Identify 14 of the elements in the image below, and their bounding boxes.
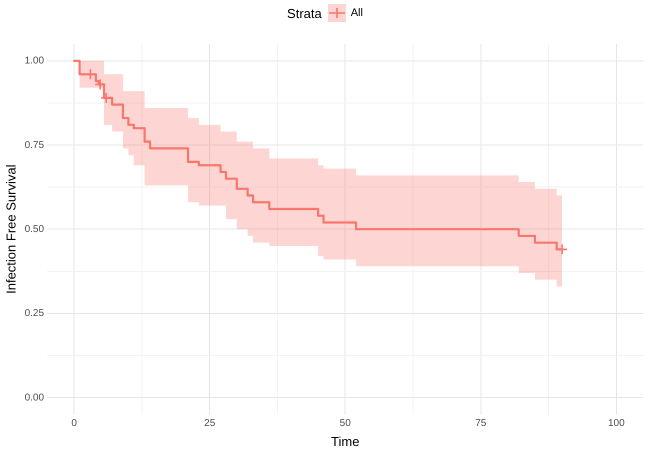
x-tick-label: 75	[475, 418, 487, 430]
y-tick-label: 0.75	[24, 140, 44, 151]
legend-label: All	[350, 7, 363, 19]
y-tick-label: 0.25	[24, 308, 44, 320]
legend-title: Strata	[287, 6, 322, 20]
y-axis-title: Infection Free Survival	[3, 164, 18, 294]
y-tick-label: 1.00	[24, 56, 44, 67]
y-tick-label: 0.50	[24, 224, 44, 235]
x-axis-title: Time	[331, 434, 360, 449]
x-tick-label: 100	[608, 418, 626, 430]
x-tick-label: 50	[340, 418, 352, 430]
y-tick-label: 0.00	[24, 392, 44, 404]
x-tick-label: 25	[204, 418, 216, 430]
x-tick-label: 0	[71, 418, 78, 430]
